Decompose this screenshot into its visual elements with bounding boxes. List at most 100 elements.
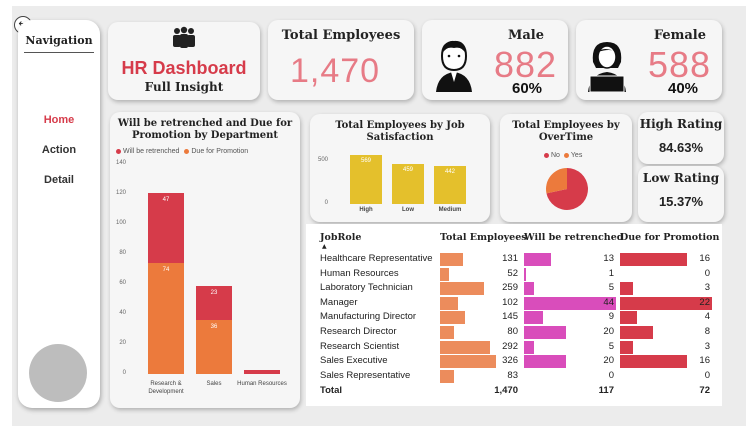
- bar-retrenched[interactable]: [196, 285, 232, 320]
- nav-item-detail[interactable]: Detail: [44, 174, 74, 186]
- high-rating-card: High Rating 84.63%: [638, 112, 724, 164]
- retrenched-cell: 13: [603, 253, 614, 264]
- promotion-bar: [620, 355, 687, 369]
- bar-satisfaction[interactable]: [350, 154, 382, 204]
- female-laptop-icon: [588, 42, 626, 92]
- retrench-promotion-chart-card: Will be retrenched and Due for Promotion…: [110, 112, 300, 408]
- table-total-row: Total 1,470 117 72: [312, 384, 714, 399]
- legend-dot-promotion: [184, 148, 190, 154]
- header-retrenched[interactable]: Will be retrenched: [524, 232, 624, 243]
- table-row[interactable]: Sales Representative 83 0 0: [312, 369, 714, 384]
- table-row[interactable]: Manufacturing Director 145 9 4: [312, 310, 714, 325]
- y-tick-label: 100: [115, 220, 126, 226]
- legend-promotion: Due for Promotion: [191, 148, 249, 155]
- table-row[interactable]: Research Director 80 20 8: [312, 325, 714, 340]
- table-row[interactable]: Laboratory Technician 259 5 3: [312, 281, 714, 296]
- table-row[interactable]: Sales Executive 326 20 16: [312, 354, 714, 369]
- nav-item-action[interactable]: Action: [41, 144, 77, 156]
- total-employees-sum: 1,470: [494, 385, 518, 396]
- jobrole-cell: Laboratory Technician: [320, 282, 413, 294]
- retrenched-bar: [524, 311, 543, 325]
- promotion-bar: [620, 311, 637, 325]
- y-tick-label: 60: [119, 280, 126, 286]
- bar-promotion[interactable]: [196, 320, 232, 374]
- bar-value-label: 459: [402, 167, 413, 174]
- promotion-bar: [620, 340, 633, 354]
- header-promotion[interactable]: Due for Promotion: [620, 232, 720, 243]
- y-tick-label: 500: [317, 156, 328, 163]
- legend-retrenched: Will be retrenched: [123, 148, 180, 155]
- retrenched-cell: 5: [608, 282, 614, 294]
- pie-slice-no[interactable]: [546, 168, 588, 210]
- legend-no: No: [551, 152, 560, 159]
- jobrole-cell: Human Resources: [320, 267, 399, 279]
- retrenched-bar: [524, 326, 566, 339]
- promotion-bar: [620, 296, 712, 310]
- total-bar: [440, 253, 463, 266]
- x-category-label: Medium: [438, 207, 462, 213]
- promotion-cell: 16: [699, 253, 710, 264]
- header-total[interactable]: Total Employees: [440, 232, 527, 243]
- total-cell: 80: [507, 326, 518, 337]
- x-category-label: High: [359, 207, 373, 213]
- retrenched-cell: 44: [603, 296, 614, 308]
- jobrole-cell: Research Director: [320, 326, 397, 337]
- total-label: Total: [320, 385, 342, 396]
- dashboard-subtitle: Full Insight: [144, 80, 224, 94]
- x-category-label: Low: [402, 207, 414, 213]
- overtime-chart-card: Total Employees by OverTime No Yes: [500, 114, 632, 222]
- male-card: Male 882 60%: [422, 20, 568, 100]
- total-bar: [440, 296, 458, 310]
- jobrole-cell: Manufacturing Director: [320, 311, 417, 323]
- bar-retrenched[interactable]: [148, 192, 184, 263]
- male-label: Male: [507, 28, 544, 43]
- legend-yes: Yes: [570, 152, 583, 159]
- male-percent: 60%: [512, 80, 543, 97]
- total-employees-value: 1,470: [290, 52, 381, 90]
- retrenched-cell: 1: [608, 267, 614, 279]
- y-tick-label: 20: [119, 340, 126, 346]
- bar-retrenched[interactable]: [244, 369, 280, 374]
- navigation-panel: Navigation Home Action Detail: [18, 20, 100, 408]
- bar-satisfaction[interactable]: [434, 165, 466, 204]
- nav-circle-button[interactable]: [29, 344, 87, 402]
- total-cell: 52: [507, 267, 518, 279]
- promotion-cell: 8: [704, 326, 710, 337]
- promotion-bar: [620, 326, 654, 339]
- navigation-title: Navigation: [25, 34, 93, 47]
- table-row[interactable]: Research Scientist 292 5 3: [312, 340, 714, 355]
- satisfaction-chart-title: Total Employees by Job Satisfaction: [335, 120, 465, 143]
- header-jobrole[interactable]: JobRole: [320, 232, 362, 243]
- bar-satisfaction[interactable]: [392, 164, 424, 204]
- promotion-cell: 3: [704, 340, 710, 352]
- total-cell: 259: [502, 282, 518, 294]
- table-row[interactable]: Healthcare Representative 131 13 16: [312, 252, 714, 267]
- bar-promotion[interactable]: [148, 263, 184, 374]
- table-row[interactable]: Manager 102 44 22: [312, 296, 714, 311]
- promotion-bar: [620, 282, 633, 296]
- sort-up-icon[interactable]: ▲: [322, 243, 327, 250]
- total-employees-card: Total Employees 1,470: [268, 20, 414, 100]
- pie-slice-yes[interactable]: [546, 168, 567, 194]
- overtime-pie: [546, 168, 588, 210]
- total-retrenched-sum: 117: [598, 385, 614, 396]
- total-bar: [440, 326, 454, 339]
- total-bar: [440, 369, 455, 383]
- retrenched-cell: 20: [603, 326, 614, 337]
- high-rating-value: 84.63%: [658, 140, 704, 155]
- table-row[interactable]: Human Resources 52 1 0: [312, 267, 714, 282]
- female-label: Female: [653, 28, 706, 43]
- low-rating-label: Low Rating: [642, 171, 720, 185]
- legend-dot-retrenched: [116, 148, 121, 154]
- legend-dot-no: [544, 152, 549, 158]
- promotion-bar: [620, 253, 687, 266]
- nav-item-home[interactable]: Home: [43, 114, 75, 126]
- divider: [24, 52, 94, 53]
- jobrole-cell: Manager: [320, 296, 358, 308]
- chart-legend: Will be retrenched Due for Promotion: [116, 148, 248, 155]
- female-card: Female 588 40%: [576, 20, 722, 100]
- x-category-label: Research & Development: [148, 381, 184, 395]
- people-group-icon: [173, 26, 195, 48]
- jobrole-cell: Sales Representative: [320, 369, 411, 381]
- bar-value-label: 74: [162, 267, 170, 273]
